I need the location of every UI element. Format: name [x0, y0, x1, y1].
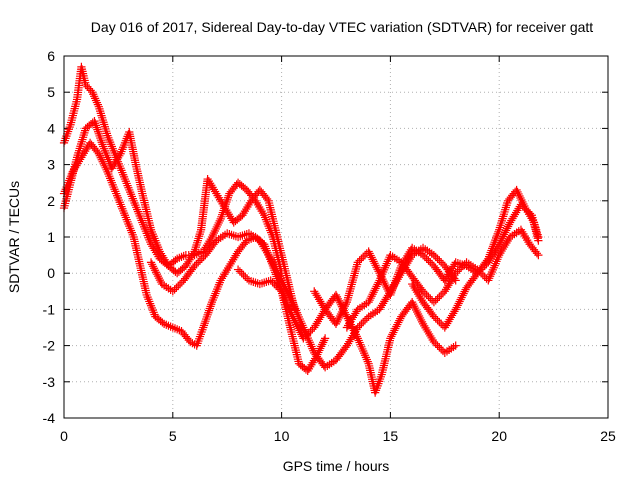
x-tick-label: 15 [383, 428, 399, 444]
data-point [433, 294, 442, 303]
data-point [237, 269, 246, 278]
data-point [422, 290, 431, 300]
data-point [357, 319, 366, 328]
data-point [431, 314, 440, 323]
series-8 [408, 200, 543, 332]
y-axis-label: SDTVAR / TECUs [6, 181, 22, 293]
data-point [241, 272, 250, 281]
series-7 [342, 225, 543, 332]
x-axis-label: GPS time / hours [283, 458, 390, 474]
x-tick-label: 10 [274, 428, 290, 444]
data-point [433, 316, 442, 325]
data-point [268, 278, 277, 287]
data-point [424, 256, 433, 265]
plot-frame [63, 55, 609, 419]
y-tick-label: 2 [47, 193, 55, 209]
data-point [438, 260, 448, 269]
y-tick-label: 4 [47, 120, 55, 136]
grid-layer [64, 56, 608, 418]
y-tick-label: -1 [43, 301, 56, 317]
y-tick-label: 1 [47, 229, 55, 245]
data-point [428, 260, 437, 269]
y-tick-label: -3 [43, 374, 56, 390]
data-point [431, 296, 440, 305]
data-point [170, 285, 179, 294]
data-point [359, 317, 368, 327]
data-point [424, 292, 433, 301]
y-tick-label: 6 [47, 48, 55, 64]
data-point [435, 317, 444, 327]
x-tick-label: 25 [600, 428, 616, 444]
data-layer [59, 62, 543, 397]
data-point [534, 236, 543, 245]
data-point [426, 258, 435, 267]
data-point [360, 316, 370, 325]
series-1 [59, 62, 286, 278]
data-point [235, 267, 244, 276]
data-point [437, 290, 446, 300]
data-point [195, 256, 205, 265]
data-point [437, 258, 446, 267]
data-point [174, 281, 183, 290]
data-point [357, 254, 366, 263]
data-point [192, 260, 201, 269]
data-point [435, 292, 444, 301]
series-2 [59, 117, 299, 314]
data-point [433, 254, 442, 263]
data-point [84, 84, 94, 93]
y-tick-label: 5 [47, 84, 55, 100]
data-point [321, 334, 330, 343]
data-point [175, 279, 185, 289]
y-tick-label: 3 [47, 157, 55, 173]
data-point [194, 258, 203, 267]
data-point [433, 341, 442, 350]
data-point [451, 341, 460, 350]
y-tick-label: -2 [43, 338, 56, 354]
data-point [233, 265, 243, 274]
x-tick-label: 0 [60, 428, 68, 444]
data-point [431, 252, 440, 262]
x-tick-label: 5 [169, 428, 177, 444]
data-point [435, 256, 444, 265]
chart-title: Day 016 of 2017, Sidereal Day-to-day VTE… [91, 19, 594, 35]
data-point [359, 252, 368, 262]
data-point [429, 298, 439, 307]
data-point [239, 270, 248, 280]
data-point [362, 314, 371, 323]
data-point [426, 294, 435, 303]
data-point [534, 251, 543, 260]
y-tick-label: 0 [47, 265, 55, 281]
data-point [435, 343, 444, 352]
y-tick-label: -4 [43, 410, 56, 426]
x-tick-label: 20 [491, 428, 507, 444]
data-point [177, 278, 186, 287]
